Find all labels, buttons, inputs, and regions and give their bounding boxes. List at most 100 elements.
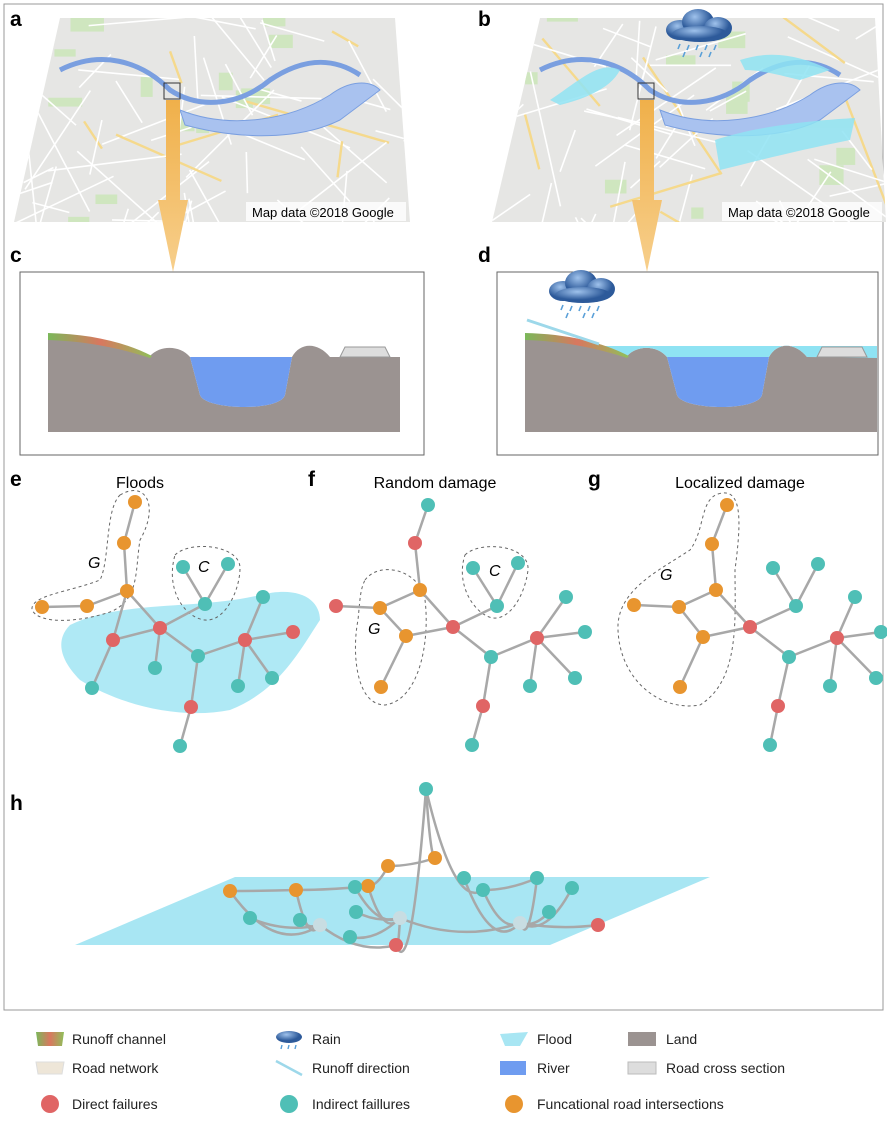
network-node (705, 537, 719, 551)
network-node (476, 883, 490, 897)
legend-label: River (537, 1060, 570, 1076)
road (71, 9, 102, 17)
network-node (85, 681, 99, 695)
legend-label: Indirect faillures (312, 1096, 410, 1112)
network-edge (680, 637, 703, 687)
legend-label: Road network (72, 1060, 159, 1076)
park (836, 148, 855, 165)
network-node (374, 680, 388, 694)
network-node (720, 498, 734, 512)
network-edge (124, 543, 127, 591)
network-edge (381, 636, 406, 687)
road (424, 130, 492, 220)
map-credit: Map data ©2018 Google (728, 205, 870, 220)
flood-area (61, 592, 320, 713)
park (68, 217, 89, 226)
road (0, 95, 20, 186)
network-node (198, 597, 212, 611)
panel-letter: e (10, 468, 22, 491)
group-label: G (660, 567, 672, 584)
group-label: G (368, 621, 380, 638)
panel-title: Random damage (374, 475, 497, 492)
network-node (830, 631, 844, 645)
road (0, 36, 10, 126)
network-node (393, 911, 407, 925)
park (54, 49, 75, 56)
park (70, 11, 103, 32)
network-edge (750, 627, 789, 657)
network-edge (796, 564, 818, 606)
legend-label: Flood (537, 1031, 572, 1047)
network-node (348, 880, 362, 894)
network-node (289, 883, 303, 897)
network-node (490, 599, 504, 613)
park (666, 55, 696, 65)
network-node (823, 679, 837, 693)
panel-letter: b (478, 8, 491, 31)
network-node (265, 671, 279, 685)
road (473, 79, 491, 148)
network-node (349, 905, 363, 919)
group-label: C (198, 559, 210, 576)
network-edge (537, 632, 585, 638)
network-node (128, 495, 142, 509)
network-node (184, 700, 198, 714)
network-node (696, 630, 710, 644)
network-node (293, 913, 307, 927)
network-node (673, 680, 687, 694)
network-node (428, 851, 442, 865)
network-node (243, 911, 257, 925)
group-label: G (88, 555, 100, 572)
network-node (709, 583, 723, 597)
network-node (568, 671, 582, 685)
network-node (559, 590, 573, 604)
network-node (35, 600, 49, 614)
network-node (361, 879, 375, 893)
network-edge (388, 858, 435, 866)
figure: Map data ©2018 Google Map data ©2018 Goo… (0, 0, 887, 1119)
network-node (457, 871, 471, 885)
network-node (389, 938, 403, 952)
network-node (789, 599, 803, 613)
network-edge (778, 657, 789, 706)
road (604, 230, 637, 231)
network-edge (703, 627, 750, 637)
panel-title: Localized damage (675, 475, 805, 492)
network-node (421, 498, 435, 512)
flood-plane (75, 877, 710, 945)
network-node (530, 631, 544, 645)
network-node (80, 599, 94, 613)
legend-label: Runoff direction (312, 1060, 410, 1076)
network-node (627, 598, 641, 612)
park (605, 180, 627, 194)
group-label: C (489, 563, 501, 580)
network-node (466, 561, 480, 575)
network-node (231, 679, 245, 693)
network-node (286, 625, 300, 639)
network-edge (716, 590, 750, 627)
network-edge (483, 657, 491, 706)
legend-label: Rain (312, 1031, 341, 1047)
road (0, 112, 4, 142)
network-edge (750, 606, 796, 627)
road (246, 152, 247, 193)
network-node (408, 536, 422, 550)
panel-letter: h (10, 792, 23, 815)
network-node (484, 650, 498, 664)
road (764, 214, 865, 280)
network-node (191, 649, 205, 663)
network-node (176, 560, 190, 574)
panel-title: Floods (116, 475, 164, 492)
network-node (373, 601, 387, 615)
panel-letter: g (588, 468, 601, 491)
network-node (153, 621, 167, 635)
network-node (476, 699, 490, 713)
network-node (465, 738, 479, 752)
map-credit: Map data ©2018 Google (252, 205, 394, 220)
network-edge (415, 543, 420, 590)
park (141, 77, 153, 97)
network-edge (453, 606, 497, 627)
network-node (782, 650, 796, 664)
road (788, 226, 828, 264)
legend-label: Direct failures (72, 1096, 158, 1112)
